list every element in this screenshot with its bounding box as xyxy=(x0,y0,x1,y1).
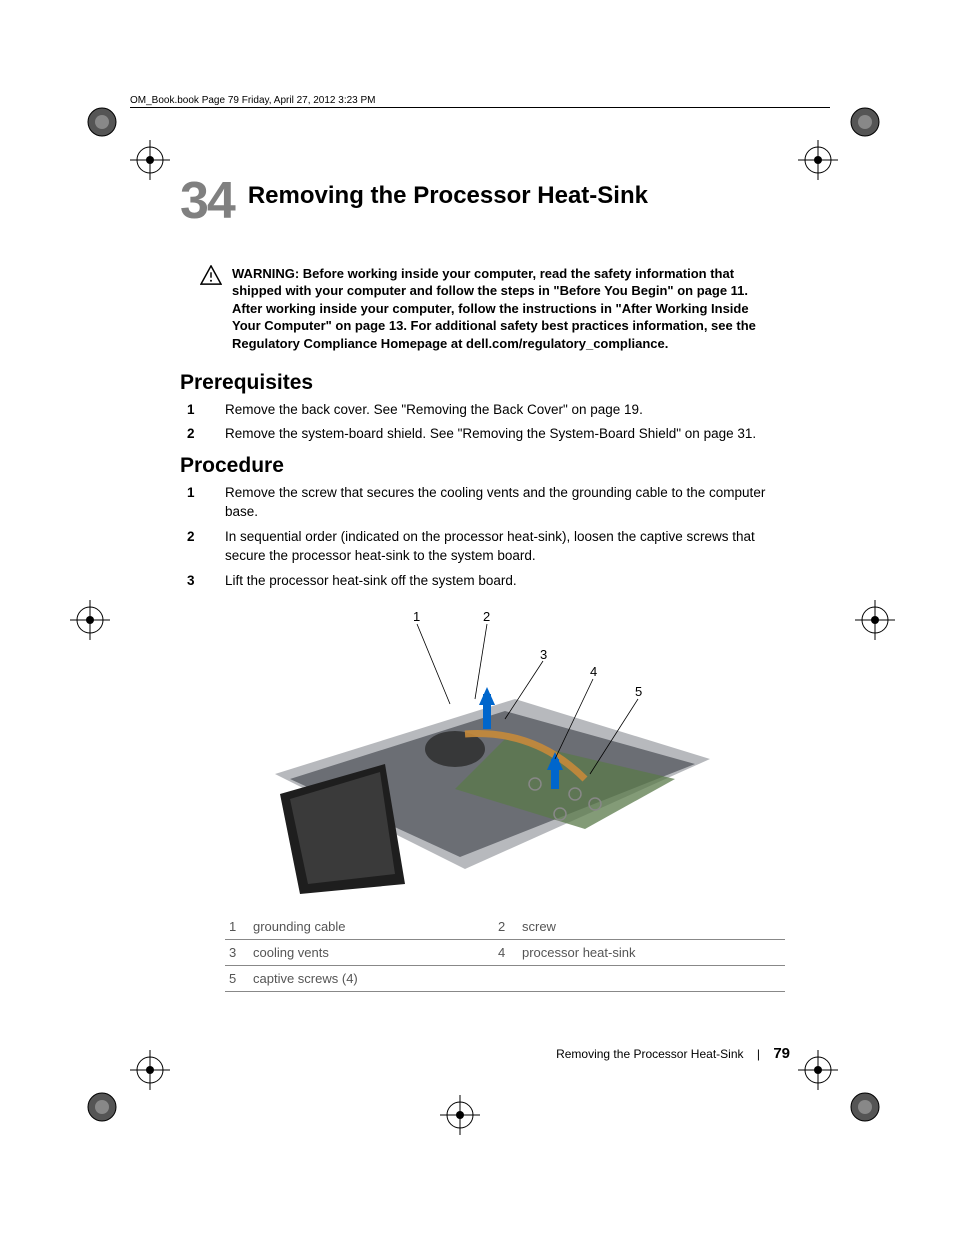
figure-image xyxy=(255,639,715,894)
callout-3: 3 xyxy=(540,647,547,662)
crop-mark-br xyxy=(848,1090,882,1124)
table-row: 3 cooling vents 4 processor heat-sink xyxy=(225,939,785,965)
table-row: 1 grounding cable 2 screw xyxy=(225,914,785,940)
chapter-number: 34 xyxy=(180,178,234,225)
list-item: 2In sequential order (indicated on the p… xyxy=(225,528,790,566)
chapter-heading: 34 Removing the Processor Heat-Sink xyxy=(180,178,790,225)
prerequisites-list: 1Remove the back cover. See "Removing th… xyxy=(180,401,790,445)
list-item: 1Remove the screw that secures the cooli… xyxy=(225,484,790,522)
warning-body: Before working inside your computer, rea… xyxy=(232,266,756,351)
reg-mark-right xyxy=(855,600,895,640)
warning-text: WARNING: Before working inside your comp… xyxy=(232,265,770,353)
reg-mark-top-b xyxy=(798,140,838,180)
footer-separator: | xyxy=(757,1047,760,1061)
chapter-title: Removing the Processor Heat-Sink xyxy=(248,178,648,210)
running-header: OM_Book.book Page 79 Friday, April 27, 2… xyxy=(130,95,830,108)
prerequisites-heading: Prerequisites xyxy=(180,371,790,395)
list-item: 2Remove the system-board shield. See "Re… xyxy=(225,425,790,444)
callout-4: 4 xyxy=(590,664,597,679)
list-item: 1Remove the back cover. See "Removing th… xyxy=(225,401,790,420)
procedure-list: 1Remove the screw that secures the cooli… xyxy=(180,484,790,590)
page-content: OM_Book.book Page 79 Friday, April 27, 2… xyxy=(180,95,790,992)
figure: 1 2 3 4 5 xyxy=(255,609,715,894)
reg-mark-bot-a xyxy=(130,1050,170,1090)
crop-mark-tr xyxy=(848,105,882,139)
reg-mark-left xyxy=(70,600,110,640)
procedure-heading: Procedure xyxy=(180,454,790,478)
page-number: 79 xyxy=(773,1045,790,1062)
warning-label: WARNING: xyxy=(232,266,299,281)
reg-mark-bot-c xyxy=(798,1050,838,1090)
reg-mark-top-a xyxy=(130,140,170,180)
footer-title: Removing the Processor Heat-Sink xyxy=(556,1047,743,1061)
table-row: 5 captive screws (4) xyxy=(225,965,785,991)
list-item: 3Lift the processor heat-sink off the sy… xyxy=(225,572,790,591)
crop-mark-tl xyxy=(85,105,119,139)
callout-2: 2 xyxy=(483,609,490,624)
legend-table: 1 grounding cable 2 screw 3 cooling vent… xyxy=(225,914,785,992)
callout-1: 1 xyxy=(413,609,420,624)
page-footer: Removing the Processor Heat-Sink | 79 xyxy=(556,1045,790,1062)
warning-icon xyxy=(200,265,222,290)
crop-mark-bl xyxy=(85,1090,119,1124)
callout-5: 5 xyxy=(635,684,642,699)
warning-block: WARNING: Before working inside your comp… xyxy=(200,265,770,353)
reg-mark-bot-b xyxy=(440,1095,480,1135)
